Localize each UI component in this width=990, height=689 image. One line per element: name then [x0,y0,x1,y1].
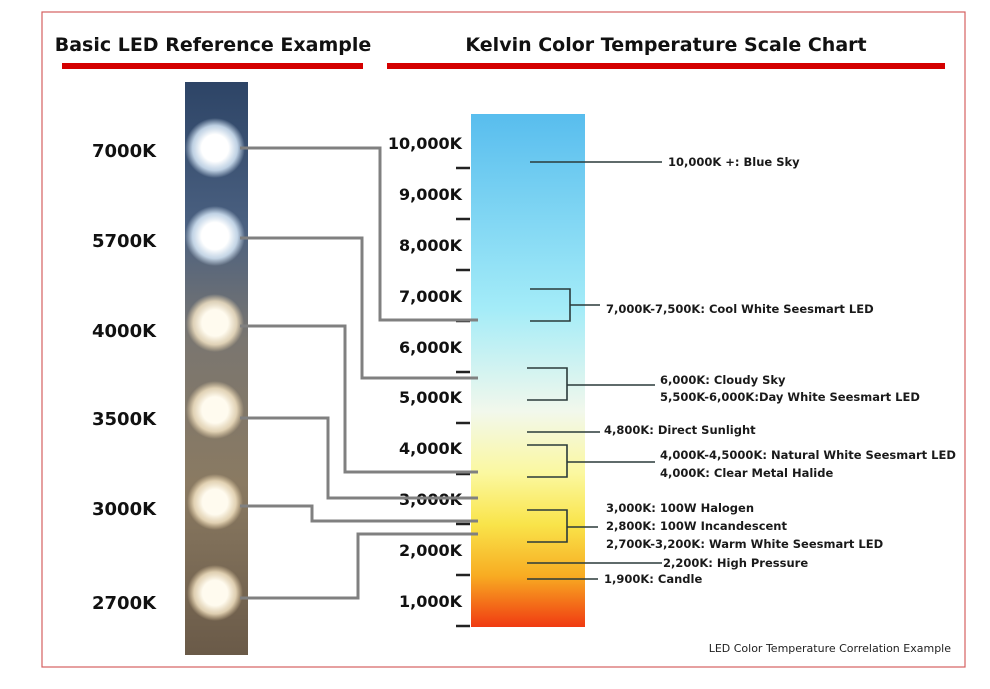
scale-label: 4,000K [399,439,463,458]
scale-label: 10,000K [388,134,463,153]
scale-label: 9,000K [399,185,463,204]
annotation-warm-white: 2,700K-3,200K: Warm White Seesmart LED [606,537,883,551]
left-title: Basic LED Reference Example [55,34,372,56]
annotation-candle: 1,900K: Candle [604,572,702,586]
led-label: 5700K [92,231,157,252]
led-label: 3000K [92,499,157,520]
led-5700k [185,206,245,266]
left-title-underline [62,63,363,69]
caption: LED Color Temperature Correlation Exampl… [709,642,952,655]
scale-label: 1,000K [399,592,463,611]
kelvin-gradient-bar [471,114,585,627]
right-title-underline [387,63,945,69]
annotation-natural-white: 4,000K-4,5000K: Natural White Seesmart L… [660,448,956,462]
led-3000k [187,474,243,530]
led-label: 3500K [92,409,157,430]
scale-label: 2,000K [399,541,463,560]
led-label: 7000K [92,141,157,162]
scale-label: 7,000K [399,287,463,306]
led-4000k [186,294,244,352]
led-label: 4000K [92,321,157,342]
led-2700k [187,565,243,621]
right-title: Kelvin Color Temperature Scale Chart [465,34,866,56]
annotation-incandescent: 2,800K: 100W Incandescent [606,519,787,533]
led-3500k [186,381,244,439]
led-label: 2700K [92,593,157,614]
annotation-cloudy-sky: 6,000K: Cloudy Sky [660,373,786,387]
annotation-high-pressure: 2,200K: High Pressure [663,556,808,570]
annotation-brackets [527,161,662,580]
annotation-cool-white: 7,000K-7,500K: Cool White Seesmart LED [606,302,874,316]
scale-label: 8,000K [399,236,463,255]
outer-frame [41,11,966,668]
annotation-blue-sky: 10,000K +: Blue Sky [668,155,800,169]
annotation-metal-halide: 4,000K: Clear Metal Halide [660,466,833,480]
scale-label: 5,000K [399,388,463,407]
annotation-day-white: 5,500K-6,000K:Day White Seesmart LED [660,390,920,404]
annotation-halogen: 3,000K: 100W Halogen [606,501,754,515]
scale-label: 6,000K [399,338,463,357]
led-7000k [185,118,245,178]
annotation-direct-sunlight: 4,800K: Direct Sunlight [604,423,756,437]
led-connectors [240,146,478,600]
